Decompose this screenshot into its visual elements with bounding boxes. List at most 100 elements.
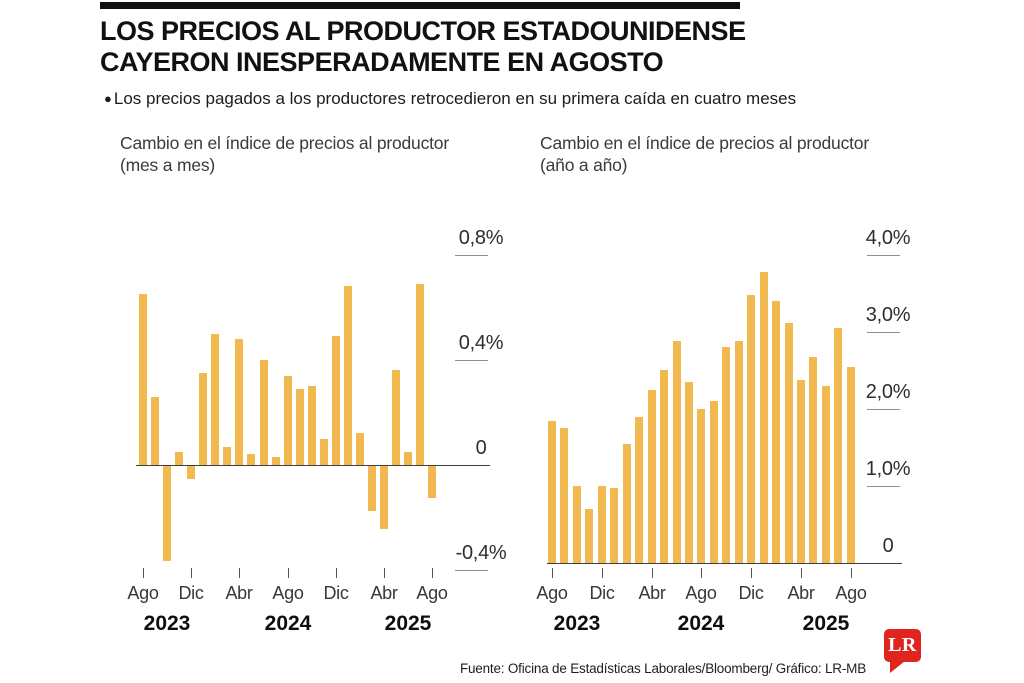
x-axis-tick <box>336 568 337 578</box>
gridline-tick <box>867 409 900 410</box>
bar <box>416 284 425 465</box>
bar <box>295 389 304 465</box>
bar <box>259 360 268 465</box>
bar <box>784 323 793 563</box>
headline-line2: CAYERON INESPERADAMENTE EN AGOSTO <box>100 47 664 77</box>
headline: LOS PRECIOS AL PRODUCTOR ESTADOUNIDENSE … <box>100 16 820 78</box>
x-axis-year-label: 2025 <box>384 612 432 635</box>
deck-text: Los precios pagados a los productores re… <box>113 89 797 108</box>
x-axis-month-label: Ago <box>835 583 867 603</box>
bar <box>199 373 208 465</box>
bar <box>247 454 256 465</box>
bar <box>772 301 781 563</box>
bar <box>734 341 743 563</box>
lr-logo-tail-icon <box>890 661 905 673</box>
x-axis-month-label: Abr <box>787 583 815 603</box>
bar <box>307 386 316 465</box>
bar <box>672 341 681 563</box>
x-axis-month-label: Ago <box>416 583 448 603</box>
x-axis-month-label: Abr <box>638 583 666 603</box>
bar <box>597 486 606 563</box>
bar <box>283 376 292 465</box>
bar <box>722 347 731 563</box>
x-axis-tick <box>384 568 385 578</box>
y-axis-label: 1,0% <box>865 458 911 480</box>
bar <box>660 370 669 563</box>
x-axis-year-label: 2023 <box>553 612 601 635</box>
bar <box>331 336 340 465</box>
chart-left-title-line1: Cambio en el índice de precios al produc… <box>120 133 449 153</box>
y-axis-label: 0 <box>882 535 894 557</box>
x-axis-month-label: Abr <box>370 583 398 603</box>
y-axis-label: -0,4% <box>455 542 507 564</box>
bar <box>319 439 328 465</box>
x-axis-tick <box>432 568 433 578</box>
x-axis-year-label: 2024 <box>264 612 312 635</box>
x-axis-month-label: Ago <box>536 583 568 603</box>
bar <box>211 334 220 465</box>
bar <box>175 452 184 465</box>
chart-left-title-line2: (mes a mes) <box>120 155 216 175</box>
x-axis-tick <box>801 568 802 578</box>
bar <box>622 444 631 563</box>
x-axis-month-label: Dic <box>589 583 615 603</box>
x-axis-tick <box>143 568 144 578</box>
bar <box>548 421 556 563</box>
bar <box>846 367 855 563</box>
x-axis-month-label: Ago <box>127 583 159 603</box>
bar <box>223 447 232 465</box>
bar <box>635 417 644 563</box>
bar <box>355 433 364 465</box>
bar <box>271 457 280 465</box>
x-axis-year-label: 2024 <box>677 612 725 635</box>
bar <box>380 466 388 529</box>
bar <box>585 509 594 563</box>
bar <box>235 339 244 465</box>
bar <box>647 390 656 563</box>
top-rule <box>100 2 740 9</box>
chart-right-title-line2: (año a año) <box>540 155 628 175</box>
y-axis-label: 4,0% <box>865 227 911 249</box>
bar <box>163 466 172 561</box>
x-axis-month-label: Dic <box>323 583 349 603</box>
gridline-tick <box>867 486 900 487</box>
bar <box>428 466 437 498</box>
y-axis-label: 0,8% <box>458 227 504 249</box>
x-axis-year-label: 2025 <box>802 612 850 635</box>
x-axis-tick <box>552 568 553 578</box>
bar <box>392 370 401 465</box>
bar <box>684 382 693 563</box>
x-axis-tick <box>701 568 702 578</box>
y-axis-label: 2,0% <box>865 381 911 403</box>
bar <box>343 286 352 465</box>
bar <box>560 428 569 563</box>
bar <box>709 401 718 563</box>
gridline-tick <box>455 360 488 361</box>
x-axis-tick <box>602 568 603 578</box>
bar <box>834 328 843 563</box>
deck: ● Los precios pagados a los productores r… <box>104 89 964 109</box>
x-axis-tick <box>652 568 653 578</box>
gridline-tick <box>455 570 488 571</box>
bar <box>697 409 706 563</box>
chart-right-title-line1: Cambio en el índice de precios al produc… <box>540 133 869 153</box>
x-axis-tick <box>239 568 240 578</box>
x-axis-month-label: Ago <box>685 583 717 603</box>
bullet-icon: ● <box>104 91 112 106</box>
x-axis-month-label: Abr <box>225 583 253 603</box>
x-axis-tick <box>191 568 192 578</box>
bar <box>821 386 830 563</box>
bar <box>187 466 196 479</box>
bar <box>139 294 147 465</box>
bar <box>610 488 619 563</box>
x-axis-tick <box>851 568 852 578</box>
zero-gridline <box>136 465 490 466</box>
gridline-tick <box>455 255 488 256</box>
bar <box>797 380 805 563</box>
y-axis-label: 0,4% <box>458 332 504 354</box>
y-axis-label: 0 <box>475 437 487 459</box>
bar <box>809 357 818 563</box>
x-axis-year-label: 2023 <box>143 612 191 635</box>
y-axis-label: 3,0% <box>865 304 911 326</box>
